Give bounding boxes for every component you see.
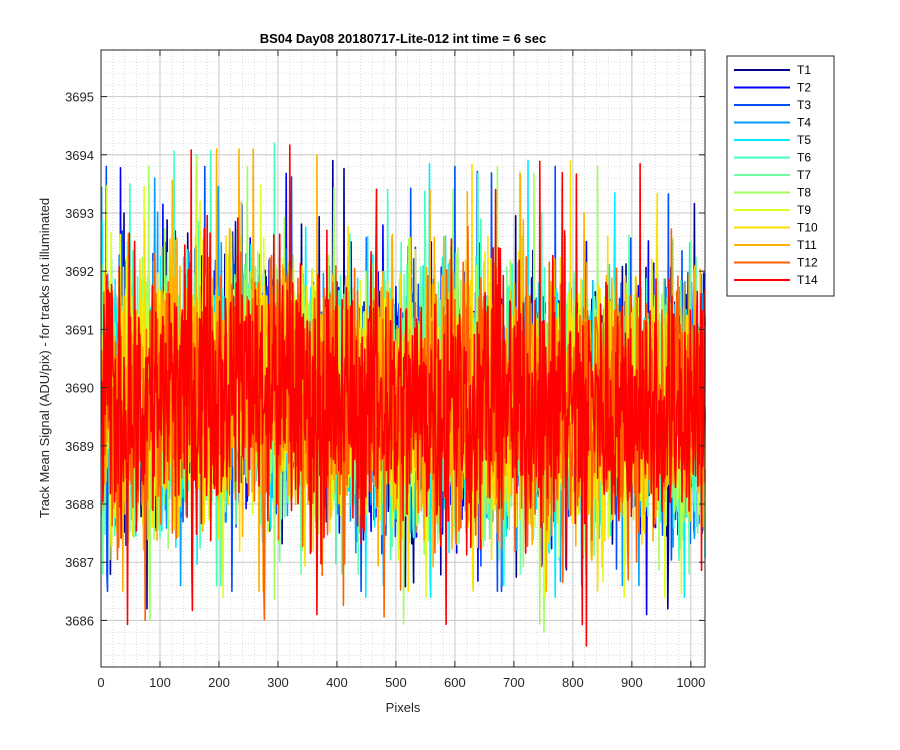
y-tick-label: 3691 xyxy=(65,322,94,337)
x-tick-label: 700 xyxy=(503,675,525,690)
y-tick-label: 3692 xyxy=(65,264,94,279)
y-tick-label: 3687 xyxy=(65,555,94,570)
x-tick-label: 500 xyxy=(385,675,407,690)
axis-ticks: 0 100 200 300 400 500 600 700 800 900 1000 3686 3687… xyxy=(65,50,705,690)
x-tick-label: 900 xyxy=(621,675,643,690)
legend: T1 T2 T3 T4 T5 T6 T7 T8 T9 T10 T11 T12 T14 xyxy=(726,55,835,297)
x-tick-label: 300 xyxy=(267,675,289,690)
chart-title: BS04 Day08 20180717-Lite-012 int time = … xyxy=(260,31,547,46)
series-line-T14 xyxy=(100,144,706,647)
legend-label-T7: T7 xyxy=(797,168,811,182)
x-tick-label: 0 xyxy=(97,675,104,690)
y-tick-label: 3693 xyxy=(65,206,94,221)
legend-label-T2: T2 xyxy=(797,81,811,95)
y-axis-label: Track Mean Signal (ADU/pix) - for tracks… xyxy=(37,198,52,518)
x-axis-label: Pixels xyxy=(386,700,421,715)
y-tick-label: 3695 xyxy=(65,90,94,105)
legend-label-T9: T9 xyxy=(797,203,811,217)
y-tick-label: 3690 xyxy=(65,381,94,396)
legend-label-T11: T11 xyxy=(797,238,817,252)
x-tick-label: 1000 xyxy=(676,675,705,690)
x-tick-label: 200 xyxy=(208,675,230,690)
x-tick-label: 100 xyxy=(149,675,171,690)
legend-label-T6: T6 xyxy=(797,151,811,165)
x-tick-label: 800 xyxy=(562,675,584,690)
x-tick-label: 600 xyxy=(444,675,466,690)
y-tick-label: 3688 xyxy=(65,497,94,512)
legend-label-T8: T8 xyxy=(797,186,811,200)
y-tick-label: 3694 xyxy=(65,148,94,163)
y-tick-label: 3689 xyxy=(65,439,94,454)
legend-label-T1: T1 xyxy=(797,63,811,77)
plot-frame xyxy=(100,49,706,668)
series-layer xyxy=(100,142,706,647)
legend-label-T10: T10 xyxy=(797,221,818,235)
y-tick-label: 3686 xyxy=(65,613,94,628)
legend-label-T14: T14 xyxy=(797,273,818,287)
legend-label-T4: T4 xyxy=(797,116,811,130)
x-tick-label: 400 xyxy=(326,675,348,690)
legend-label-T3: T3 xyxy=(797,98,811,112)
legend-label-T12: T12 xyxy=(797,256,818,270)
legend-label-T5: T5 xyxy=(797,133,811,147)
minor-grid xyxy=(101,49,705,668)
